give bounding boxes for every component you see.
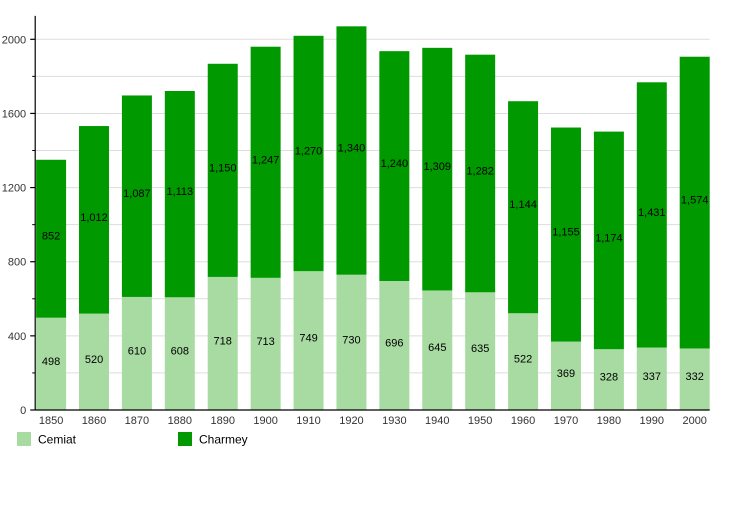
svg-text:1970: 1970 [554,415,578,427]
svg-text:1930: 1930 [382,415,406,427]
svg-text:1,155: 1,155 [552,227,580,239]
svg-text:1,113: 1,113 [166,186,193,198]
svg-text:2000: 2000 [682,415,706,427]
svg-text:852: 852 [42,231,60,243]
svg-text:1910: 1910 [296,415,320,427]
svg-text:337: 337 [643,371,661,383]
svg-text:520: 520 [85,354,103,366]
svg-text:1990: 1990 [640,415,664,427]
svg-text:1960: 1960 [511,415,535,427]
svg-text:Charmey: Charmey [199,433,248,447]
svg-text:400: 400 [8,331,26,343]
svg-text:610: 610 [128,345,146,357]
svg-text:328: 328 [600,372,618,384]
svg-text:1,150: 1,150 [209,162,237,174]
svg-text:Cemiat: Cemiat [38,433,77,447]
svg-text:1,240: 1,240 [381,158,409,170]
svg-text:1,282: 1,282 [466,165,494,177]
svg-text:1,087: 1,087 [123,188,151,200]
svg-text:645: 645 [428,342,446,354]
svg-text:0: 0 [20,405,26,417]
svg-text:1850: 1850 [39,415,63,427]
svg-text:1,574: 1,574 [681,195,709,207]
svg-text:1,012: 1,012 [80,212,108,224]
svg-text:2000: 2000 [2,34,26,46]
svg-text:1200: 1200 [2,183,26,195]
svg-text:1600: 1600 [2,108,26,120]
svg-text:522: 522 [514,354,532,366]
svg-text:1900: 1900 [253,415,277,427]
svg-text:696: 696 [385,338,403,350]
svg-text:1940: 1940 [425,415,449,427]
svg-text:1,247: 1,247 [252,154,280,166]
svg-text:730: 730 [342,334,360,346]
svg-text:1920: 1920 [339,415,363,427]
svg-text:1,144: 1,144 [509,199,537,211]
svg-text:1890: 1890 [210,415,234,427]
svg-text:1,174: 1,174 [595,232,623,244]
svg-text:1880: 1880 [168,415,192,427]
svg-text:1870: 1870 [125,415,149,427]
svg-text:635: 635 [471,343,489,355]
svg-text:713: 713 [256,336,274,348]
svg-text:1,340: 1,340 [338,143,366,155]
svg-text:749: 749 [299,333,317,345]
svg-text:800: 800 [8,257,26,269]
svg-text:1,431: 1,431 [638,207,666,219]
svg-text:1,270: 1,270 [295,145,323,157]
svg-text:1950: 1950 [468,415,492,427]
svg-text:718: 718 [214,335,232,347]
svg-text:498: 498 [42,356,60,368]
svg-text:1,309: 1,309 [423,161,451,173]
svg-text:1980: 1980 [597,415,621,427]
svg-text:369: 369 [557,368,575,380]
svg-text:608: 608 [171,346,189,358]
svg-text:332: 332 [686,371,704,383]
svg-text:1860: 1860 [82,415,106,427]
